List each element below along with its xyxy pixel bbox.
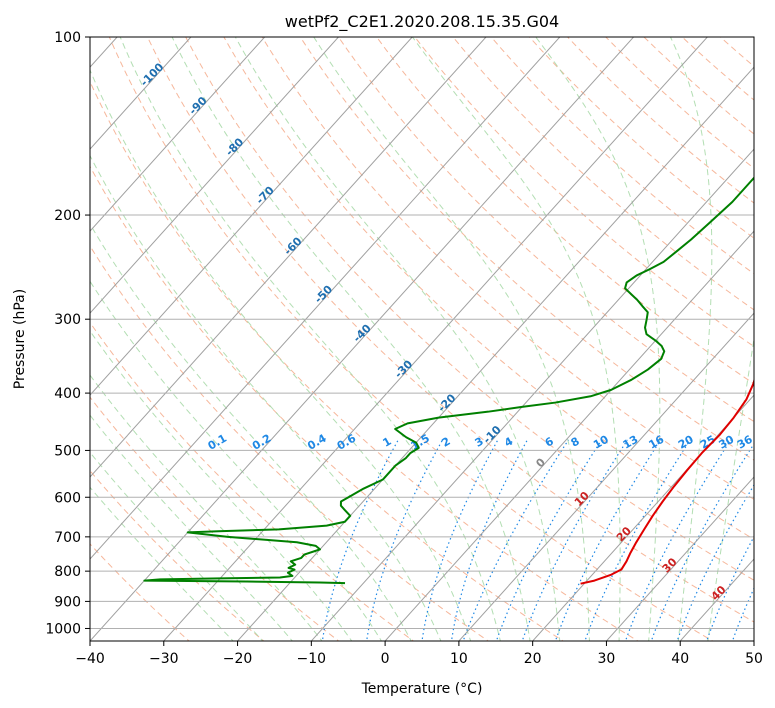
y-tick-label-900: 900 [54, 594, 81, 610]
x-tick-label-30: 30 [598, 651, 616, 667]
isotherm-line-4 [90, 37, 266, 232]
moist-adiabat-0 [90, 486, 234, 641]
y-tick-label-500: 500 [54, 443, 81, 459]
isotherm-line-5 [90, 37, 340, 314]
y-tick-label-600: 600 [54, 490, 81, 506]
y-tick-label-400: 400 [54, 386, 81, 402]
y-tick-label-800: 800 [54, 564, 81, 580]
series-line-temperature [580, 377, 754, 585]
y-tick-label-100: 100 [54, 30, 81, 46]
dry-adiabat-15 [414, 37, 754, 348]
isotherm-line-8 [90, 37, 561, 560]
moist-adiabat-6 [90, 223, 412, 641]
isotherm-line-10 [163, 37, 709, 641]
isotherm-line-16 [605, 476, 754, 641]
isotherm-line-12 [310, 148, 754, 641]
isotherm-line-11 [236, 66, 754, 641]
mixing-ratio-label-17: 36 [735, 433, 755, 452]
skewed-isotherms [90, 37, 754, 641]
series-line-dewpoint [143, 176, 754, 585]
dry-adiabat-16 [452, 37, 754, 311]
moist-adiabat-7 [90, 154, 442, 641]
x-tick-label-10: 10 [450, 651, 468, 667]
isotherm-line-7 [90, 37, 487, 478]
dry-adiabat-13 [337, 37, 754, 423]
isotherm-line-13 [384, 230, 754, 641]
sounding-series [143, 176, 754, 585]
x-tick-label-50: 50 [745, 651, 763, 667]
isotherm-line-3 [90, 37, 192, 150]
isotherm-line-14 [458, 312, 754, 641]
x-axis-label: Temperature (°C) [361, 681, 483, 697]
y-tick-label-200: 200 [54, 208, 81, 224]
dry-adiabat-9 [185, 37, 754, 581]
pressure-gridlines [90, 37, 754, 629]
y-axis-ticks: 100 200 300 400 500 600 700 800 900 1000 [45, 30, 90, 637]
chart-title: wetPf2_C2E1.2020.208.15.35.G04 [285, 12, 559, 32]
x-tick-label--20: −20 [223, 651, 253, 667]
isotherm-line-6 [90, 37, 413, 396]
y-axis-label: Pressure (hPa) [12, 289, 28, 389]
isotherm-line-9 [90, 37, 635, 641]
x-tick-label-40: 40 [671, 651, 689, 667]
dry-adiabat-2 [90, 396, 340, 641]
dry-adiabat-14 [376, 37, 754, 385]
dry-adiabat-6 [90, 80, 639, 641]
dry-adiabat-10 [223, 37, 754, 540]
x-tick-label--10: −10 [297, 651, 327, 667]
x-tick-label-20: 20 [524, 651, 542, 667]
x-tick-label--40: −40 [75, 651, 105, 667]
x-tick-label--30: −30 [149, 651, 179, 667]
y-tick-label-300: 300 [54, 312, 81, 328]
dry-adiabat-11 [261, 37, 754, 500]
x-axis-ticks: −40 −30 −20 −10 0 10 20 30 40 50 [75, 641, 763, 667]
y-tick-label-1000: 1000 [45, 621, 81, 637]
isotherm-line-15 [531, 394, 754, 641]
y-tick-label-700: 700 [54, 530, 81, 546]
plot-frame [89, 36, 755, 642]
x-tick-label-0: 0 [381, 651, 390, 667]
moist-adiabat-1 [90, 451, 264, 641]
moist-adiabat-2 [90, 414, 293, 641]
